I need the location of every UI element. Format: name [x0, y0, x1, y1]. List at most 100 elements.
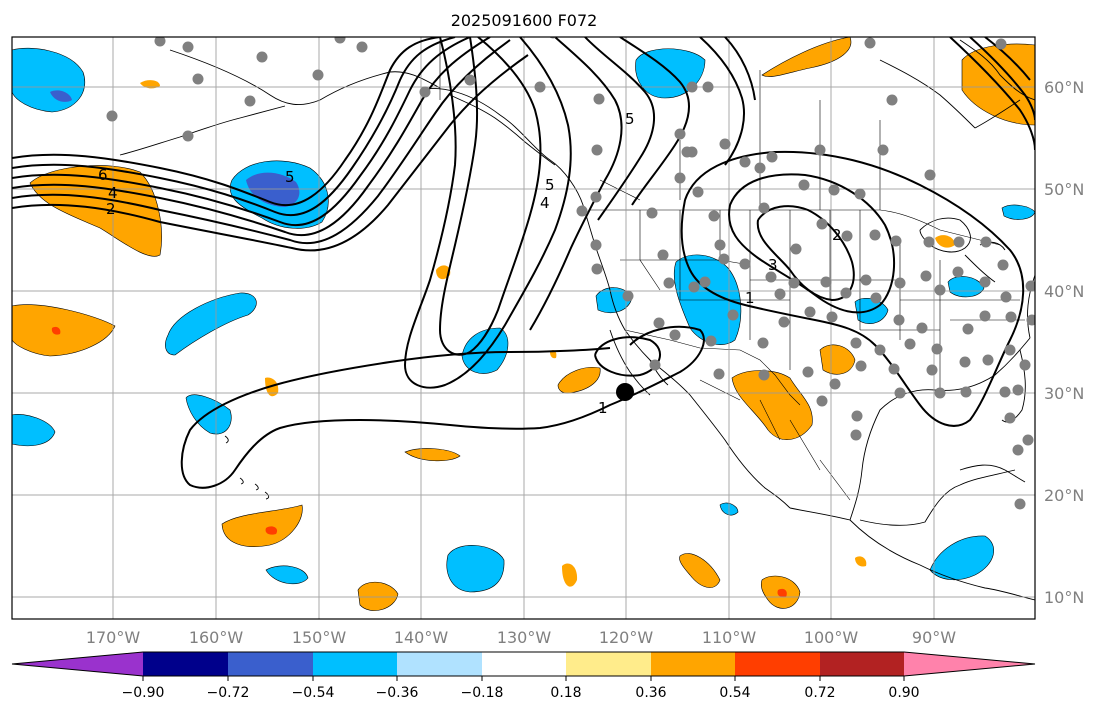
border-mexico-states: [699, 379, 851, 501]
colorbar-segment: [482, 652, 566, 676]
shade-pacific-orange-farwest: [12, 304, 116, 357]
lon-tick-label: 160°W: [189, 628, 244, 647]
station-dot: [826, 311, 838, 323]
lat-tick-label: 10°N: [1044, 588, 1084, 607]
contour-label: 6: [98, 166, 108, 184]
colorbar-label: 0.54: [719, 685, 750, 701]
station-dot: [719, 138, 731, 150]
station-dot: [1012, 384, 1024, 396]
station-dot: [534, 81, 546, 93]
station-dot: [1004, 344, 1016, 356]
lon-tick-label: 150°W: [292, 628, 347, 647]
contour-trough-3: [529, 37, 623, 331]
station-dot: [920, 270, 932, 282]
lon-tick-label: 170°W: [86, 628, 141, 647]
contour-trough-4: [584, 37, 656, 221]
contour-east-coast-2: [969, 37, 1035, 121]
contour-label: 2: [832, 226, 842, 244]
station-dot: [934, 284, 946, 296]
station-dot: [591, 144, 603, 156]
station-dot: [1004, 412, 1016, 424]
station-dot: [894, 277, 906, 289]
station-dot: [182, 41, 194, 53]
colorbar-extend-right: [904, 652, 1035, 676]
colorbar-segment: [143, 652, 228, 676]
station-dot: [1022, 434, 1034, 446]
station-dot: [1012, 444, 1024, 456]
station-dot: [591, 263, 603, 275]
shade-orange-baja: [557, 367, 601, 394]
station-dot: [953, 236, 965, 248]
contour-lines: [12, 37, 1035, 489]
shade-gulf-alaska-core: [50, 90, 72, 102]
map-title: 2025091600 F072: [451, 11, 598, 30]
shade-orange-south-4-core: [777, 588, 787, 598]
contour-label: 5: [625, 110, 635, 128]
contour-label: 5: [285, 168, 295, 186]
colorbar-segment: [651, 652, 735, 676]
shade-blue-central-america: [929, 535, 994, 580]
colorbar-segment: [313, 652, 397, 676]
colorbar-label: 0.18: [550, 685, 581, 701]
station-dot: [850, 337, 862, 349]
station-dot: [923, 236, 935, 248]
lon-tick-label: 100°W: [804, 628, 859, 647]
contour-low-outer: [680, 150, 1025, 427]
station-dot: [464, 74, 476, 86]
station-dot: [934, 387, 946, 399]
shade-orange-great-lakes: [935, 235, 955, 248]
station-dot: [931, 343, 943, 355]
station-dot: [864, 37, 876, 49]
contour-label: 3: [768, 256, 778, 274]
station-dot: [686, 146, 698, 158]
coast-east: [1027, 274, 1035, 339]
station-dot: [893, 314, 905, 326]
contour-label: 1: [598, 399, 608, 417]
station-dot: [816, 218, 828, 230]
station-dot: [952, 266, 964, 278]
shade-bering-orange: [140, 80, 160, 89]
station-dot: [766, 151, 778, 163]
station-dot: [622, 290, 634, 302]
station-dot: [854, 188, 866, 200]
station-dot: [840, 287, 852, 299]
station-dot: [855, 360, 867, 372]
station-dot: [960, 386, 972, 398]
lat-tick-label: 40°N: [1044, 282, 1084, 301]
shade-pacific-orange-farwest-core: [51, 326, 61, 335]
station-dot: [814, 144, 826, 156]
station-dot: [674, 128, 686, 140]
contour-jet-4: [12, 37, 491, 237]
lon-tick-label: 120°W: [599, 628, 654, 647]
contour-ridge-east-1: [699, 37, 746, 166]
station-dot: [841, 230, 853, 242]
station-dot: [688, 281, 700, 293]
station-dot: [256, 51, 268, 63]
border-us-mexico: [624, 329, 801, 406]
station-dot: [334, 37, 346, 44]
station-dots: [106, 37, 1035, 510]
station-dot: [714, 239, 726, 251]
shade-blue-south-2: [446, 545, 505, 593]
station-dot: [154, 37, 166, 47]
colorbar: −0.90 −0.72 −0.54 −0.36 −0.18 0.18 0.36 …: [11, 651, 1036, 701]
station-dot: [904, 338, 916, 350]
colorbar-segment: [566, 652, 651, 676]
station-dot: [757, 337, 769, 349]
station-dot: [1019, 359, 1031, 371]
lon-tick-label: 110°W: [702, 628, 757, 647]
contour-jet-3: [12, 37, 471, 227]
contour-trough-1: [438, 37, 542, 356]
contour-east-coast: [949, 37, 1035, 151]
station-dot: [312, 69, 324, 81]
shade-pacific-blue-southwest: [185, 394, 232, 435]
shade-orange-southwest: [221, 504, 303, 547]
station-dot: [708, 210, 720, 222]
shade-orange-mexico-mid: [819, 344, 856, 375]
station-dot: [182, 130, 194, 142]
station-dot: [192, 73, 204, 85]
station-dot: [419, 86, 431, 98]
station-dot: [816, 395, 828, 407]
lon-tick-label: 130°W: [497, 628, 552, 647]
station-dot: [657, 249, 669, 261]
